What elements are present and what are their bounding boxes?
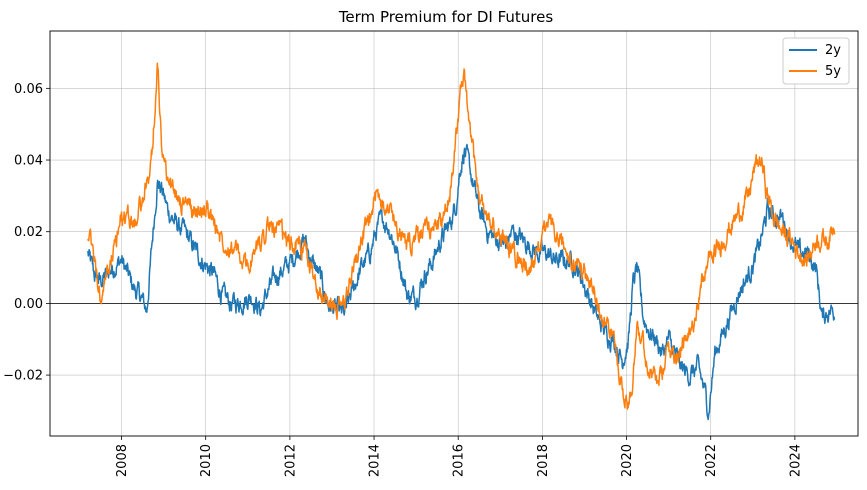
y-tick-label: 0.06 [14,82,43,97]
x-tick-label: 2010 [199,444,214,477]
x-tick-label: 2012 [283,444,298,477]
x-tick-label: 2016 [452,444,467,477]
x-tick-label: 2008 [115,444,130,477]
legend: 2y 5y [782,37,850,85]
x-tick-label: 2024 [788,444,803,477]
plot-frame [49,30,859,437]
series-layer [87,62,836,421]
y-tick-label: 0.00 [14,297,43,312]
x-tick-label: 2014 [368,444,383,477]
legend-label-2y: 2y [825,43,841,58]
y-tick-label: 0.04 [14,154,43,169]
chart-title: Term Premium for DI Futures [338,8,554,26]
axis-layer: 2008 2010 2012 2014 2016 2018 2020 2022 2024 −0.0… [3,82,803,477]
y-tick-label: −0.02 [3,369,43,384]
x-tick-label: 2022 [704,444,719,477]
y-tick-label: 0.02 [14,225,43,240]
series-line-5y [87,62,836,410]
x-tick-label: 2018 [536,444,551,477]
legend-label-5y: 5y [825,64,841,79]
series-line-2y [87,143,836,421]
x-tick-label: 2020 [620,444,635,477]
